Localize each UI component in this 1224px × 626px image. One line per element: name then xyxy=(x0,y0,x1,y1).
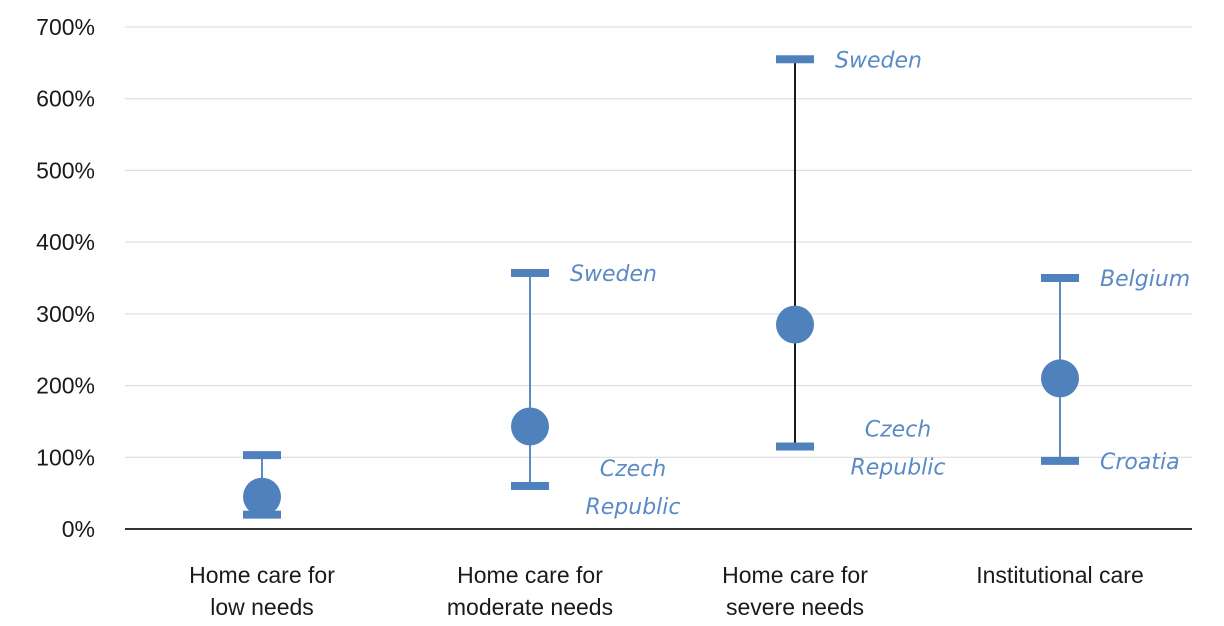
mean-marker xyxy=(243,477,281,516)
max-country-label: Sweden xyxy=(835,48,922,73)
max-cap xyxy=(1041,274,1079,282)
min-country-label: Czech xyxy=(600,457,666,482)
mean-markers xyxy=(243,305,1079,516)
min-cap xyxy=(1041,456,1079,465)
y-tick-label: 500% xyxy=(36,157,95,183)
y-tick-label: 300% xyxy=(36,301,95,327)
gridlines xyxy=(125,26,1192,458)
min-cap xyxy=(511,481,549,490)
max-cap xyxy=(776,55,814,64)
max-country-label: Sweden xyxy=(570,262,657,287)
y-tick-label: 0% xyxy=(62,516,95,542)
y-tick-label: 700% xyxy=(36,14,95,40)
x-axis-category-labels: Home care for low needs Home care for moder… xyxy=(189,562,1144,620)
y-tick-label: 100% xyxy=(36,444,95,470)
category-label: Home care for xyxy=(457,562,603,588)
min-cap xyxy=(776,442,814,451)
y-tick-label: 200% xyxy=(36,373,95,399)
category-label: Home care for xyxy=(189,562,335,588)
y-tick-label: 600% xyxy=(36,86,95,112)
category-label: severe needs xyxy=(726,594,864,620)
category-label: Institutional care xyxy=(976,562,1143,588)
category-label: moderate needs xyxy=(447,594,613,620)
range-whiskers xyxy=(243,55,1079,519)
range-annotations: Sweden Czech Republic Sweden Czech Republic Be… xyxy=(570,48,1190,520)
max-country-label: Belgium xyxy=(1100,267,1190,292)
mean-marker xyxy=(511,407,549,446)
min-country-label: Republic xyxy=(585,495,680,520)
y-axis-tick-labels: 0% 100% 200% 300% 400% 500% 600% 700% xyxy=(36,14,95,542)
mean-marker xyxy=(776,305,814,344)
min-country-label: Republic xyxy=(850,456,945,481)
max-cap xyxy=(511,268,549,277)
min-country-label: Czech xyxy=(865,418,931,443)
y-tick-label: 400% xyxy=(36,229,95,255)
max-cap xyxy=(243,451,281,460)
category-label: low needs xyxy=(210,594,314,620)
min-country-label: Croatia xyxy=(1100,450,1180,475)
mean-marker xyxy=(1041,359,1079,398)
category-label: Home care for xyxy=(722,562,868,588)
